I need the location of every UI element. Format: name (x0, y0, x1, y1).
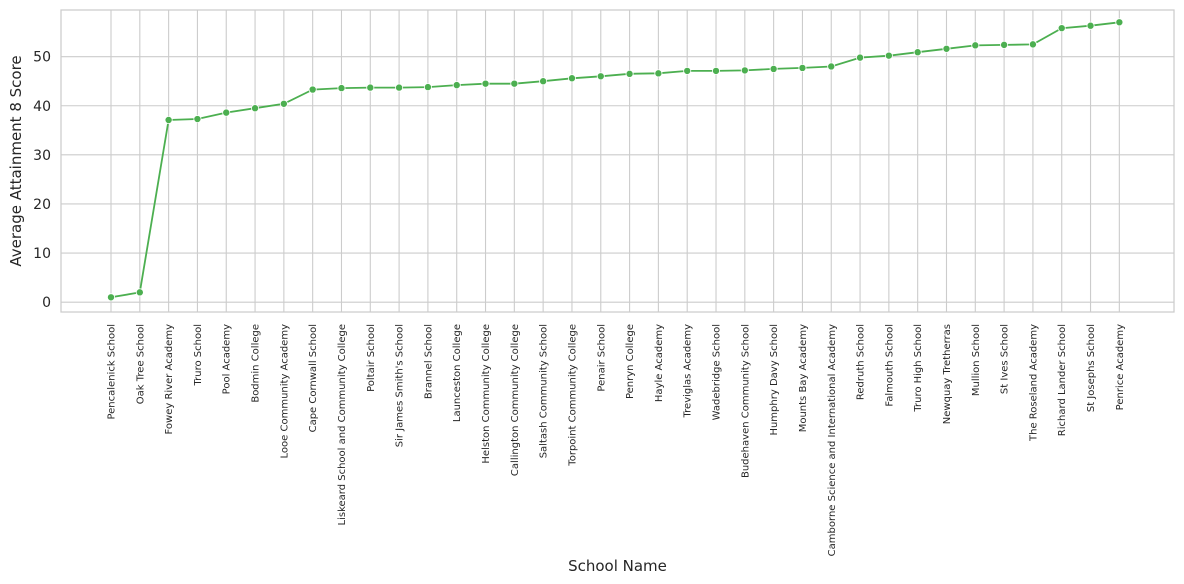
data-point (1000, 40, 1009, 49)
y-axis-ticks: 0 10 20 30 40 50 (33, 50, 51, 312)
data-point (337, 84, 346, 93)
x-tick-label: St Ives School (1000, 324, 1011, 394)
data-point (884, 51, 893, 60)
data-point (107, 293, 116, 302)
data-point (625, 69, 634, 78)
grid-lines (61, 10, 1174, 312)
x-tick-label: Callington Community College (510, 324, 521, 476)
data-point (539, 77, 548, 86)
x-tick-label: Penrice Academy (1115, 324, 1126, 410)
x-tick-label: Looe Community Academy (279, 324, 290, 459)
x-tick-label: Bodmin College (251, 324, 262, 403)
series-line (110, 21, 1120, 299)
y-tick-label: 0 (42, 295, 51, 311)
x-tick-label: Newquay Tretherras (942, 324, 953, 424)
data-point (135, 288, 144, 297)
y-tick-label: 30 (33, 148, 51, 164)
x-tick-label: Budehaven Community School (740, 324, 751, 478)
plot-frame (60, 9, 1175, 313)
x-tick-label: The Roseland Academy (1028, 324, 1039, 442)
series-points (107, 18, 1124, 302)
data-point (654, 69, 663, 78)
x-tick-label: Fowey River Academy (164, 324, 175, 435)
data-point (251, 104, 260, 113)
x-tick-label: Helston Community College (481, 324, 492, 464)
data-point (452, 81, 461, 90)
data-point (193, 115, 202, 124)
data-point (856, 53, 865, 62)
x-tick-label: Mullion School (971, 324, 982, 396)
x-tick-label: Penryn College (625, 324, 636, 399)
x-tick-label: Saltash Community School (539, 324, 550, 458)
data-point (596, 72, 605, 81)
x-axis-label: School Name (568, 557, 667, 575)
data-point (827, 62, 836, 71)
data-point (481, 79, 490, 88)
data-point (769, 64, 778, 73)
data-point (510, 79, 519, 88)
x-tick-label: Treviglas Academy (683, 324, 694, 419)
data-point (279, 99, 288, 108)
y-tick-label: 40 (33, 99, 51, 115)
data-point (222, 108, 231, 117)
data-point (1115, 18, 1124, 27)
x-tick-label: Pencalenick School (107, 324, 118, 420)
y-tick-label: 20 (33, 197, 51, 213)
x-tick-label: Hayle Academy (654, 324, 665, 402)
x-tick-label: Richard Lander School (1057, 324, 1068, 436)
x-tick-label: Poltair School (366, 324, 377, 392)
x-tick-label: Liskeard School and Community College (337, 324, 348, 525)
data-point (308, 85, 317, 94)
x-tick-label: Torpoint Community College (567, 324, 578, 467)
data-point (942, 44, 951, 53)
data-point (395, 83, 404, 92)
data-point (1057, 24, 1066, 33)
x-tick-label: Truro High School (913, 324, 924, 413)
y-axis-label: Average Attainment 8 Score (7, 55, 25, 266)
data-point (1028, 40, 1037, 49)
data-point (1086, 21, 1095, 30)
data-point (366, 83, 375, 92)
x-tick-label: Falmouth School (884, 324, 895, 407)
x-axis-ticks: Pencalenick School Oak Tree School Fowey R… (107, 324, 1126, 556)
data-point (683, 66, 692, 75)
data-point (971, 41, 980, 50)
x-tick-label: Penair School (596, 324, 607, 392)
data-point (913, 48, 922, 57)
x-tick-label: Sir James Smith's School (395, 324, 406, 447)
x-tick-label: Brannel School (423, 324, 434, 399)
x-tick-label: Truro School (193, 324, 204, 386)
data-point (423, 83, 432, 92)
x-tick-label: Oak Tree School (135, 324, 146, 404)
x-tick-label: Redruth School (856, 324, 867, 400)
x-tick-label: Launceston College (452, 324, 463, 422)
x-tick-label: St Josephs School (1086, 324, 1097, 412)
data-point (740, 66, 749, 75)
x-tick-label: Wadebridge School (712, 324, 723, 420)
data-point (567, 74, 576, 83)
y-tick-label: 10 (33, 246, 51, 262)
x-tick-label: Cape Cornwall School (308, 324, 319, 432)
x-tick-label: Mounts Bay Academy (798, 324, 809, 432)
data-point (798, 63, 807, 72)
data-point (712, 66, 721, 75)
x-tick-label: Humphry Davy School (769, 324, 780, 436)
y-tick-label: 50 (33, 50, 51, 66)
data-point (164, 115, 173, 124)
x-tick-label: Pool Academy (222, 324, 233, 394)
x-tick-label: Camborne Science and International Acade… (827, 324, 838, 556)
